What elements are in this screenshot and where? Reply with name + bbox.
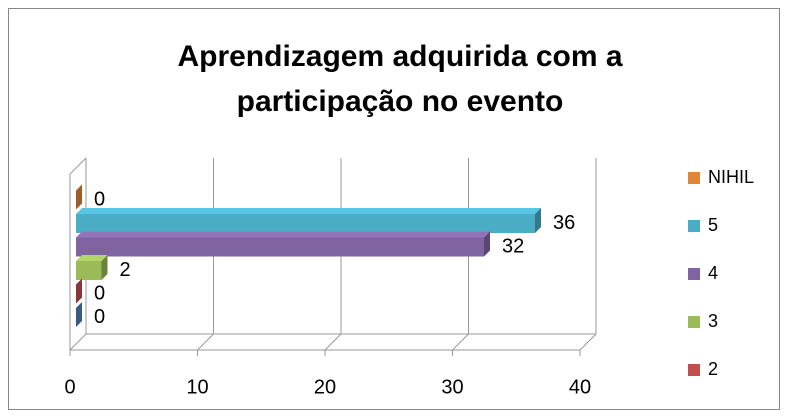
chart-title: participação no evento — [237, 85, 564, 118]
bar — [76, 214, 535, 233]
x-tick-label: 10 — [186, 376, 208, 398]
legend-label: 5 — [708, 215, 718, 235]
legend-label: 3 — [708, 311, 718, 331]
legend-label: 2 — [708, 359, 718, 379]
bar-side — [76, 278, 82, 304]
bar — [76, 237, 484, 257]
chart-title: Aprendizagem adquirida com a — [177, 40, 622, 73]
bar-side — [484, 231, 490, 257]
legend-swatch — [688, 172, 700, 184]
x-tick-label: 0 — [64, 376, 75, 398]
bar-top — [76, 255, 108, 261]
bar-side — [101, 255, 108, 280]
grid-line — [197, 333, 214, 351]
bar — [76, 261, 102, 280]
bar-side — [76, 184, 82, 210]
grid-line — [452, 333, 469, 351]
legend-swatch — [688, 220, 700, 232]
legend-label: 4 — [708, 263, 718, 283]
grid-line — [324, 333, 342, 351]
value-label: 36 — [553, 212, 575, 234]
x-tick-label: 30 — [441, 376, 463, 398]
value-label: 0 — [94, 282, 105, 304]
value-label: 0 — [94, 306, 105, 328]
value-label: 2 — [120, 259, 131, 281]
x-tick-label: 40 — [569, 376, 591, 398]
legend-swatch — [688, 268, 700, 280]
bar-side — [76, 302, 82, 327]
x-tick-label: 20 — [314, 376, 336, 398]
bar-top — [76, 231, 490, 238]
legend-label: NIHIL — [708, 167, 754, 187]
value-label: 32 — [502, 235, 524, 257]
value-label: 0 — [94, 188, 105, 210]
bar-side — [535, 208, 541, 233]
legend-swatch — [688, 364, 700, 376]
grid-line — [579, 333, 597, 351]
legend-swatch — [688, 316, 700, 328]
bar-top — [76, 208, 541, 214]
grid-line — [69, 333, 87, 351]
